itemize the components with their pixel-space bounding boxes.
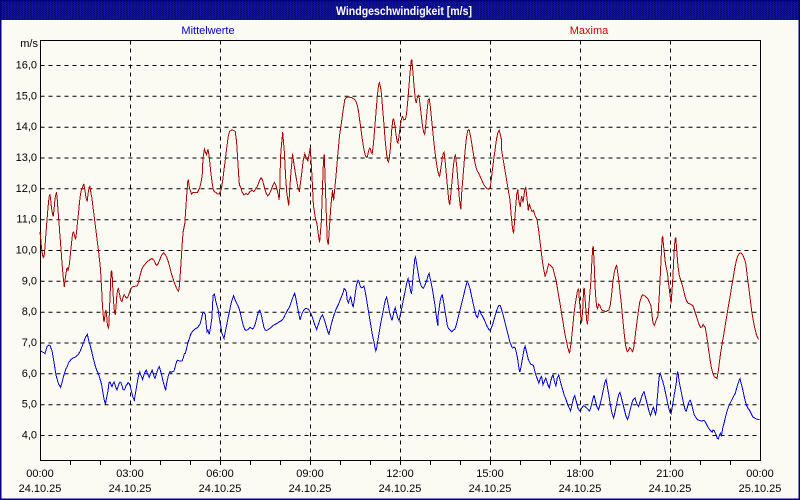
svg-text:24.10.25: 24.10.25 bbox=[19, 483, 62, 495]
svg-text:25.10.25: 25.10.25 bbox=[739, 483, 782, 495]
svg-text:12,0: 12,0 bbox=[16, 183, 37, 195]
svg-text:5,0: 5,0 bbox=[22, 399, 37, 411]
svg-text:00:00: 00:00 bbox=[26, 468, 54, 480]
svg-text:15:00: 15:00 bbox=[476, 468, 504, 480]
svg-text:18:00: 18:00 bbox=[566, 468, 594, 480]
svg-text:24.10.25: 24.10.25 bbox=[559, 483, 602, 495]
svg-text:00:00: 00:00 bbox=[746, 468, 774, 480]
svg-text:24.10.25: 24.10.25 bbox=[379, 483, 422, 495]
svg-text:10,0: 10,0 bbox=[16, 245, 37, 257]
svg-text:03:00: 03:00 bbox=[116, 468, 144, 480]
svg-text:09:00: 09:00 bbox=[296, 468, 324, 480]
svg-text:9,0: 9,0 bbox=[22, 275, 37, 287]
svg-text:11,0: 11,0 bbox=[16, 214, 37, 226]
svg-text:4,0: 4,0 bbox=[22, 430, 37, 442]
svg-text:24.10.25: 24.10.25 bbox=[649, 483, 692, 495]
svg-text:24.10.25: 24.10.25 bbox=[469, 483, 512, 495]
svg-text:Windgeschwindigkeit [m/s]: Windgeschwindigkeit [m/s] bbox=[336, 4, 472, 18]
svg-text:8,0: 8,0 bbox=[22, 306, 37, 318]
svg-text:06:00: 06:00 bbox=[206, 468, 234, 480]
svg-text:15,0: 15,0 bbox=[16, 90, 37, 102]
svg-text:24.10.25: 24.10.25 bbox=[109, 483, 152, 495]
svg-text:14,0: 14,0 bbox=[16, 121, 37, 133]
svg-text:Maxima: Maxima bbox=[570, 25, 609, 37]
svg-text:24.10.25: 24.10.25 bbox=[289, 483, 332, 495]
svg-text:21:00: 21:00 bbox=[656, 468, 684, 480]
svg-text:6,0: 6,0 bbox=[22, 368, 37, 380]
svg-text:12:00: 12:00 bbox=[386, 468, 414, 480]
svg-text:m/s: m/s bbox=[20, 38, 38, 50]
svg-text:Mittelwerte: Mittelwerte bbox=[181, 25, 234, 37]
svg-text:13,0: 13,0 bbox=[16, 152, 37, 164]
svg-text:16,0: 16,0 bbox=[16, 60, 37, 72]
svg-text:24.10.25: 24.10.25 bbox=[199, 483, 242, 495]
svg-text:7,0: 7,0 bbox=[22, 337, 37, 349]
